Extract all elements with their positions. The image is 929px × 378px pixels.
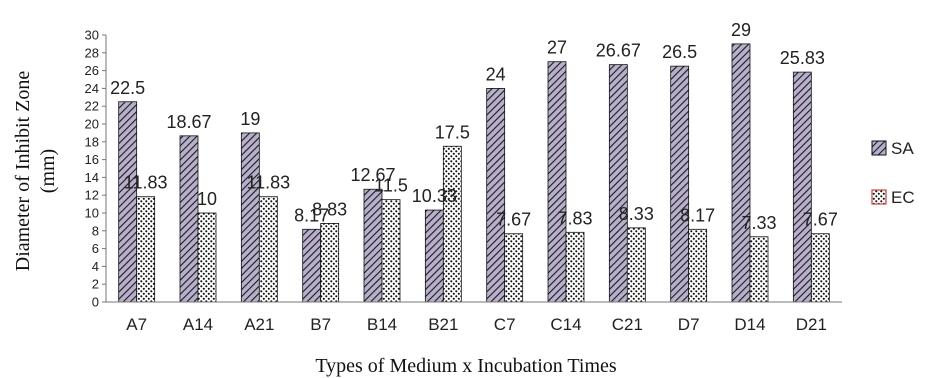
data-labels: 22.511.8318.67101911.838.178.8312.6711.5… [110,20,838,233]
bar-sa-c7 [486,88,506,303]
y-tick-label-4: 4 [92,259,99,274]
x-tick-label-a21: A21 [244,315,274,334]
x-tick-label-d14: D14 [734,315,765,334]
bar-sa-a7 [118,101,138,303]
data-label-sa-a7: 22.5 [110,78,145,98]
legend-item-sa: SA [871,139,914,158]
y-tick-label-28: 28 [85,45,99,60]
bar-ec-d7 [688,228,708,303]
data-label-ec-c14: 7.83 [557,208,592,228]
data-label-sa-c21: 26.67 [596,41,641,61]
data-label-ec-b7: 8.83 [312,199,347,219]
data-label-sa-d21: 25.83 [780,48,825,68]
y-tick-label-10: 10 [85,206,99,221]
bar-ec-a14 [197,212,217,303]
data-label-ec-d7: 8.17 [680,205,715,225]
x-axis-ticks: A7 A14 A21 B7 B14 B21 C7 C14 C21 D7 D14 D21 [126,315,827,334]
data-label-sa-a21: 19 [240,109,260,129]
y-tick-label-26: 26 [85,63,99,78]
data-label-sa-d14: 29 [731,20,751,40]
bar-ec-b14 [381,199,401,303]
y-tick-label-16: 16 [85,152,99,167]
bar-ec-d21 [810,233,830,303]
bar-ec-b7 [320,223,340,303]
legend: SA EC [871,139,915,207]
data-label-ec-a14: 10 [197,189,217,209]
data-label-sa-b21: 10.33 [412,186,457,206]
x-tick-label-b14: B14 [367,315,397,334]
bar-sa-b7 [302,228,322,303]
legend-swatch-sa [871,140,887,156]
data-label-ec-b21: 17.5 [435,122,470,142]
data-label-sa-d7: 26.5 [662,42,697,62]
data-label-sa-c7: 24 [486,64,506,84]
bar-sa-b21 [424,209,444,303]
bar-ec-a21 [258,196,278,303]
bar-sa-d14 [731,43,751,303]
bars [118,43,830,303]
data-label-ec-c21: 8.33 [619,204,654,224]
bar-sa-c21 [608,64,628,303]
bar-sa-a14 [179,135,199,303]
bar-ec-c7 [504,233,524,303]
data-label-ec-a7: 11.83 [124,173,168,193]
x-tick-label-a7: A7 [126,315,147,334]
x-tick-label-c14: C14 [550,315,581,334]
x-tick-label-c7: C7 [494,315,516,334]
y-tick-label-30: 30 [85,28,99,43]
bar-sa-c14 [547,61,567,303]
data-label-ec-d14: 7.33 [741,213,776,233]
bar-sa-d7 [670,65,690,303]
y-tick-label-20: 20 [85,117,99,132]
data-label-ec-c7: 7.67 [496,210,531,230]
bar-ec-b21 [442,145,462,303]
y-tick-label-22: 22 [85,99,99,114]
x-tick-label-b21: B21 [428,315,458,334]
x-tick-label-b7: B7 [310,315,331,334]
bar-ec-c14 [565,231,585,303]
y-tick-label-2: 2 [92,277,99,292]
legend-label-sa: SA [891,139,914,158]
bar-ec-d14 [749,236,769,303]
x-tick-label-a14: A14 [183,315,213,334]
data-label-sa-c14: 27 [547,38,567,58]
bar-sa-d21 [792,71,812,303]
y-tick-label-14: 14 [85,170,99,185]
legend-swatch-ec [871,189,887,205]
y-tick-label-12: 12 [85,188,99,203]
legend-item-ec: EC [871,188,915,207]
bar-ec-c21 [626,227,646,303]
data-label-ec-b14: 11.5 [374,176,408,196]
data-label-sa-a14: 18.67 [166,112,211,132]
y-tick-label-18: 18 [85,134,99,149]
x-tick-label-d7: D7 [678,315,700,334]
bar-ec-a7 [136,196,156,303]
y-axis-title-line-1: Diameter of Inhibit Zone [12,71,34,272]
y-tick-label-0: 0 [92,295,99,310]
x-axis-title: Types of Medium x Incubation Times [315,355,617,377]
y-tick-label-8: 8 [92,223,99,238]
y-axis-title-line-2: (mm) [37,149,59,193]
data-label-ec-d21: 7.67 [803,210,838,230]
x-tick-label-d21: D21 [796,315,827,334]
data-label-ec-a21: 11.83 [246,173,290,193]
bar-sa-a21 [240,132,260,303]
data-label-sa-b7: 8.17 [294,205,329,225]
bar-sa-b14 [363,188,383,303]
x-tick-label-c21: C21 [612,315,643,334]
legend-label-ec: EC [891,188,915,207]
y-axis-title: Diameter of Inhibit Zone (mm) [12,71,59,272]
data-label-sa-b14: 12.67 [350,165,395,185]
y-tick-label-24: 24 [85,81,99,96]
y-tick-label-6: 6 [92,241,99,256]
